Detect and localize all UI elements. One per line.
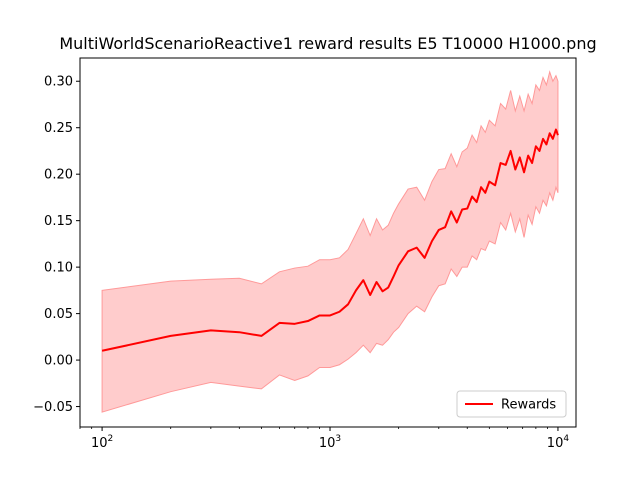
y-tick-label: 0.25 [44, 121, 73, 136]
x-axis: 102 103 104 [79, 427, 570, 451]
legend: Rewards [456, 390, 567, 418]
y-tick-label: 0.15 [44, 214, 73, 229]
plot-area [101, 70, 559, 413]
axes-frame [79, 57, 577, 428]
y-tick-label: 0.20 [44, 168, 73, 183]
y-tick-label: 0.10 [44, 261, 73, 276]
band-layer [101, 70, 559, 413]
y-tick-label: 0.30 [44, 75, 73, 90]
line-layer [101, 128, 559, 352]
x-tick-label: 102 [91, 434, 113, 451]
legend-box [456, 390, 567, 418]
y-tick-label: −0.05 [33, 400, 73, 415]
legend-label-rewards: Rewards [501, 398, 556, 413]
confidence-band [101, 70, 559, 413]
chart-title: MultiWorldScenarioReactive1 reward resul… [59, 34, 596, 53]
x-tick-label: 103 [319, 434, 341, 451]
y-axis: −0.05 0.00 0.05 0.10 0.15 0.20 0.25 0.30 [33, 75, 80, 415]
y-tick-label: 0.05 [44, 307, 73, 322]
y-tick-label: 0.00 [44, 354, 73, 369]
series-line-rewards [101, 128, 559, 352]
x-tick-label: 104 [547, 434, 570, 451]
